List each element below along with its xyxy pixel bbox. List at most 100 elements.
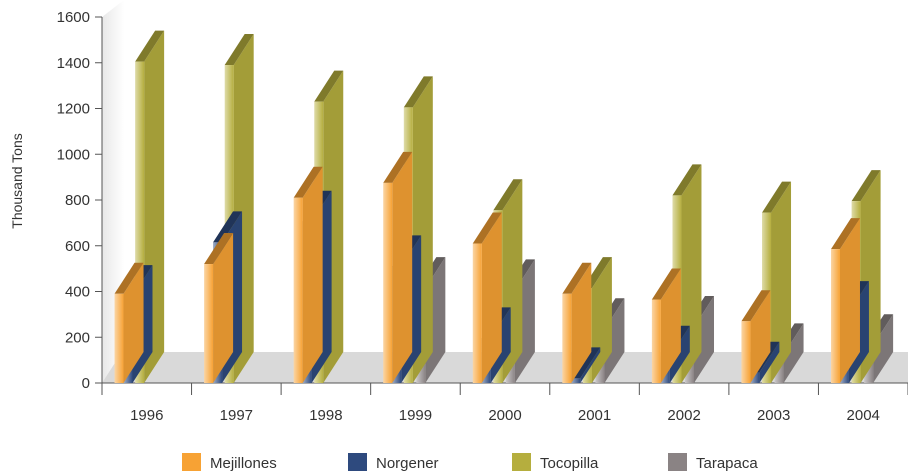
bar-top bbox=[224, 34, 254, 66]
bar-top bbox=[114, 262, 144, 294]
bar-side bbox=[783, 323, 804, 383]
bar-group-2001 bbox=[562, 257, 625, 383]
bar-front bbox=[651, 299, 661, 383]
bar-group-2002 bbox=[651, 164, 715, 383]
legend-label: Mejillones bbox=[210, 455, 277, 472]
bar-top bbox=[741, 290, 771, 322]
bar-group-2000 bbox=[472, 179, 535, 383]
bar-front bbox=[135, 61, 145, 383]
bar-top bbox=[493, 179, 523, 211]
bar-top bbox=[651, 268, 681, 300]
legend-label: Tarapaca bbox=[696, 455, 758, 472]
bar-top bbox=[403, 76, 433, 108]
bar-side bbox=[839, 218, 860, 383]
bar-mejillones-2000 bbox=[472, 212, 502, 383]
bar-mejillones-1996 bbox=[114, 262, 144, 383]
bar-side bbox=[873, 314, 894, 383]
bar-side bbox=[759, 341, 780, 383]
bar-side bbox=[604, 298, 625, 383]
bar-front bbox=[204, 264, 214, 383]
bar-side bbox=[669, 325, 690, 383]
bar-group-2004 bbox=[830, 170, 894, 383]
legend-item-tocopilla: Tocopilla bbox=[512, 453, 599, 472]
bar-side bbox=[123, 262, 144, 383]
legend-swatch bbox=[668, 453, 687, 471]
bar-mejillones-1997 bbox=[204, 233, 234, 383]
y-axis-title: Thousand Tons bbox=[9, 133, 25, 228]
bar-side bbox=[392, 151, 413, 383]
y-tick-label: 1000 bbox=[57, 146, 90, 163]
x-tick-label: 2002 bbox=[667, 407, 700, 424]
bar-mejillones-1998 bbox=[293, 166, 323, 383]
bar-group-1997 bbox=[204, 34, 254, 383]
bar-side bbox=[302, 166, 323, 383]
bar-side bbox=[481, 212, 502, 383]
legend-label: Tocopilla bbox=[540, 455, 599, 472]
bar-front bbox=[383, 182, 393, 383]
y-tick-label: 1400 bbox=[57, 55, 90, 72]
x-tick-label: 2000 bbox=[488, 407, 521, 424]
bar-side bbox=[580, 347, 601, 383]
y-tick-label: 400 bbox=[65, 284, 90, 301]
bar-top bbox=[851, 170, 881, 202]
bar-front bbox=[562, 293, 572, 383]
x-tick-label: 1996 bbox=[130, 407, 163, 424]
y-tick-label: 200 bbox=[65, 329, 90, 346]
bar-mejillones-2003 bbox=[741, 290, 771, 383]
legend-item-tarapaca: Tarapaca bbox=[668, 453, 758, 472]
back-wall bbox=[102, 0, 124, 383]
bar-top bbox=[314, 70, 344, 102]
bar-front bbox=[830, 249, 840, 383]
bar-side bbox=[750, 290, 771, 383]
bar-top bbox=[562, 262, 592, 294]
bar-top bbox=[762, 181, 792, 213]
bar-side bbox=[694, 295, 715, 383]
bar-top bbox=[672, 164, 702, 196]
bar-top bbox=[213, 211, 243, 243]
x-tick-label: 2004 bbox=[847, 407, 880, 424]
legend: Mejillones Norgener Tocopilla Tarapaca bbox=[182, 453, 758, 472]
bar-front bbox=[571, 378, 581, 383]
bar-top bbox=[472, 212, 502, 244]
legend-item-mejillones: Mejillones bbox=[182, 453, 277, 472]
legend-swatch bbox=[512, 453, 531, 471]
bar-top bbox=[293, 166, 323, 198]
bar-side bbox=[213, 233, 234, 383]
bar-top bbox=[830, 218, 860, 250]
bar-group-1996 bbox=[114, 30, 165, 383]
bar-top bbox=[383, 151, 413, 183]
bar-mejillones-2002 bbox=[651, 268, 681, 383]
bar-mejillones-2004 bbox=[830, 218, 860, 383]
x-tick-label: 2001 bbox=[578, 407, 611, 424]
bar-side bbox=[660, 268, 681, 383]
legend-item-norgener: Norgener bbox=[348, 453, 439, 472]
bar-front bbox=[741, 321, 751, 383]
x-tick-label: 1998 bbox=[309, 407, 342, 424]
x-tick-label: 1999 bbox=[399, 407, 432, 424]
bar-front bbox=[114, 293, 124, 383]
y-tick-label: 800 bbox=[65, 192, 90, 209]
legend-swatch bbox=[182, 453, 201, 471]
side-wall bbox=[102, 0, 124, 383]
y-tick-label: 0 bbox=[82, 375, 90, 392]
bar-mejillones-1999 bbox=[383, 151, 413, 383]
bar-top bbox=[204, 233, 234, 265]
bars bbox=[114, 30, 894, 383]
axes: 0 200 400 600 800 1000 1200 1400 1600 1996 1997 199… bbox=[57, 9, 908, 424]
bar-front bbox=[293, 197, 303, 383]
legend-swatch bbox=[348, 453, 367, 471]
bar-group-2003 bbox=[741, 181, 804, 383]
y-tick-label: 1600 bbox=[57, 9, 90, 26]
bar-group-1999 bbox=[383, 76, 446, 383]
bar-side bbox=[571, 262, 592, 383]
bar-top bbox=[135, 30, 165, 62]
bar-side bbox=[771, 181, 792, 383]
legend-label: Norgener bbox=[376, 455, 439, 472]
bar-mejillones-2001 bbox=[562, 262, 592, 383]
y-tick-label: 1200 bbox=[57, 101, 90, 118]
bar-group-1998 bbox=[293, 70, 344, 383]
bar-front bbox=[750, 372, 760, 383]
x-tick-label: 2003 bbox=[757, 407, 790, 424]
y-tick-label: 600 bbox=[65, 238, 90, 255]
x-tick-label: 1997 bbox=[220, 407, 253, 424]
